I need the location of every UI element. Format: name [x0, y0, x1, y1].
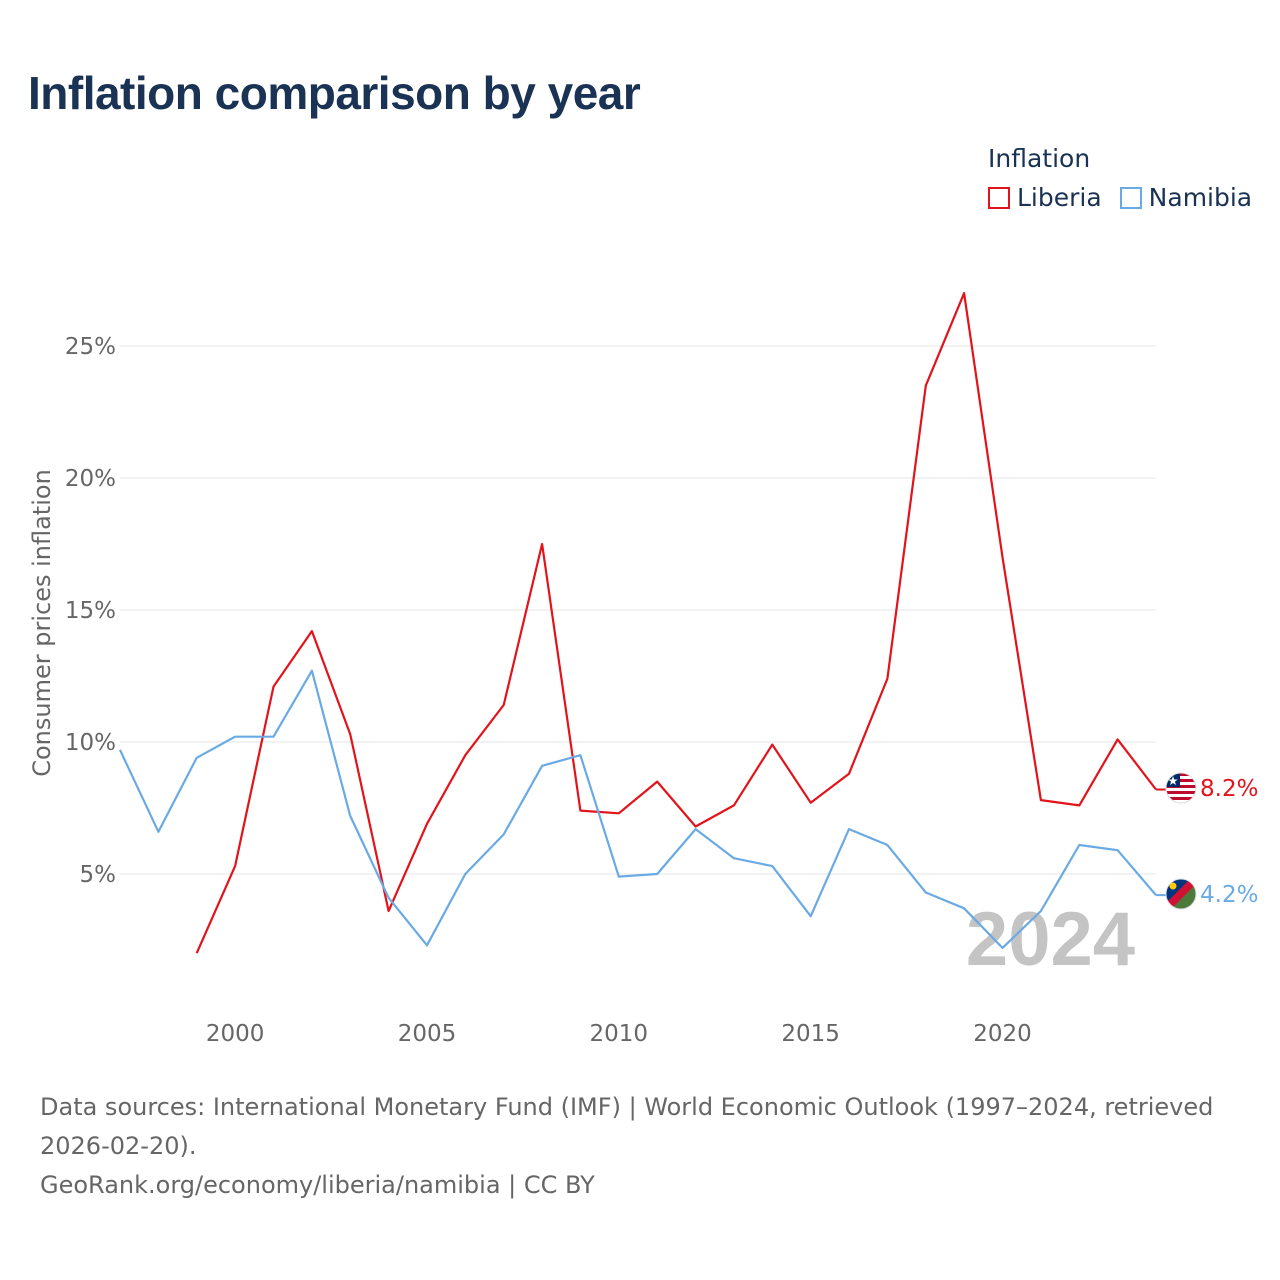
data-point-liberia[interactable]	[194, 950, 200, 956]
namibia-flag-icon	[1165, 878, 1197, 910]
x-axis-ticks: 2000 2005 2010 2015 2020	[206, 1021, 1032, 1047]
data-point-namibia[interactable]	[1000, 945, 1006, 951]
data-point-liberia[interactable]	[654, 779, 660, 785]
liberia-flag-icon	[1165, 772, 1197, 804]
data-point-namibia[interactable]	[1153, 892, 1159, 898]
data-point-namibia[interactable]	[232, 734, 238, 740]
data-point-namibia[interactable]	[194, 755, 200, 761]
data-point-namibia[interactable]	[961, 905, 967, 911]
y-tick-label: 20%	[65, 466, 116, 492]
data-point-liberia[interactable]	[769, 742, 775, 748]
data-point-liberia[interactable]	[270, 684, 276, 690]
data-point-liberia[interactable]	[501, 702, 507, 708]
data-point-liberia[interactable]	[1153, 787, 1159, 793]
data-point-liberia[interactable]	[846, 771, 852, 777]
x-tick-label: 2015	[781, 1021, 840, 1047]
y-tick-label: 25%	[65, 334, 116, 360]
legend-label-liberia: Liberia	[1017, 183, 1102, 212]
footer: Data sources: International Monetary Fun…	[40, 1088, 1250, 1205]
data-point-namibia[interactable]	[1038, 908, 1044, 914]
data-point-liberia[interactable]	[1000, 554, 1006, 560]
data-point-namibia[interactable]	[846, 826, 852, 832]
legend-title: Inflation	[988, 144, 1091, 173]
data-point-namibia[interactable]	[309, 668, 315, 674]
year-watermark: 2024	[966, 897, 1135, 982]
data-point-liberia[interactable]	[961, 290, 967, 296]
data-point-liberia[interactable]	[923, 383, 929, 389]
credit-link[interactable]: GeoRank.org/economy/liberia/namibia | CC…	[40, 1171, 595, 1199]
data-point-liberia[interactable]	[731, 802, 737, 808]
data-point-namibia[interactable]	[347, 813, 353, 819]
end-label-namibia: 4.2%	[1200, 882, 1258, 908]
x-tick-label: 2010	[590, 1021, 649, 1047]
data-point-namibia[interactable]	[386, 895, 392, 901]
data-point-namibia[interactable]	[577, 752, 583, 758]
x-tick-label: 2000	[206, 1021, 265, 1047]
data-point-namibia[interactable]	[539, 763, 545, 769]
legend: Inflation Liberia Namibia	[988, 144, 1252, 212]
series-line-liberia	[195, 292, 1157, 954]
end-label-liberia: 8.2%	[1200, 776, 1258, 802]
y-tick-label: 10%	[65, 730, 116, 756]
data-sources: Data sources: International Monetary Fun…	[40, 1093, 1214, 1160]
data-point-namibia[interactable]	[501, 831, 507, 837]
data-point-liberia[interactable]	[347, 731, 353, 737]
data-point-namibia[interactable]	[769, 863, 775, 869]
data-point-namibia[interactable]	[884, 842, 890, 848]
data-point-namibia[interactable]	[270, 734, 276, 740]
data-point-namibia[interactable]	[155, 829, 161, 835]
data-point-namibia[interactable]	[693, 826, 699, 832]
legend-swatch-liberia	[988, 186, 1010, 209]
data-point-liberia[interactable]	[1038, 797, 1044, 803]
data-point-namibia[interactable]	[616, 874, 622, 880]
data-point-namibia[interactable]	[117, 747, 123, 753]
data-point-namibia[interactable]	[424, 942, 430, 948]
data-point-liberia[interactable]	[808, 800, 814, 806]
legend-label-namibia: Namibia	[1148, 183, 1253, 212]
data-point-liberia[interactable]	[309, 628, 315, 634]
y-tick-label: 15%	[65, 598, 116, 624]
data-point-liberia[interactable]	[1076, 802, 1082, 808]
data-point-namibia[interactable]	[462, 871, 468, 877]
data-point-liberia[interactable]	[539, 541, 545, 547]
data-point-namibia[interactable]	[1076, 842, 1082, 848]
data-point-liberia[interactable]	[386, 908, 392, 914]
data-point-liberia[interactable]	[232, 863, 238, 869]
y-axis-ticks: 5% 10% 15% 20% 25%	[65, 334, 116, 888]
line-chart: 2024 5% 10% 15% 20% 25% 2000 2005 2010 2015 2020…	[28, 290, 1258, 1047]
y-axis-label: Consumer prices inflation	[28, 469, 56, 777]
data-point-liberia[interactable]	[577, 808, 583, 814]
gridlines	[120, 345, 1156, 875]
data-point-liberia[interactable]	[616, 810, 622, 816]
data-point-namibia[interactable]	[808, 913, 814, 919]
y-tick-label: 5%	[80, 862, 117, 888]
legend-item-namibia[interactable]: Namibia	[1119, 183, 1253, 212]
data-point-liberia[interactable]	[884, 676, 890, 682]
legend-swatch-namibia	[1119, 186, 1142, 209]
data-point-namibia[interactable]	[731, 855, 737, 861]
data-point-namibia[interactable]	[923, 889, 929, 895]
series-lines	[117, 290, 1166, 956]
legend-item-liberia[interactable]: Liberia	[988, 183, 1102, 212]
x-tick-label: 2020	[973, 1021, 1032, 1047]
data-point-liberia[interactable]	[462, 752, 468, 758]
data-point-liberia[interactable]	[424, 821, 430, 827]
data-point-liberia[interactable]	[1115, 736, 1121, 742]
x-tick-label: 2005	[398, 1021, 457, 1047]
data-point-namibia[interactable]	[1115, 847, 1121, 853]
series-line-namibia	[119, 669, 1157, 950]
chart-title: Inflation comparison by year	[28, 67, 641, 119]
data-point-namibia[interactable]	[654, 871, 660, 877]
